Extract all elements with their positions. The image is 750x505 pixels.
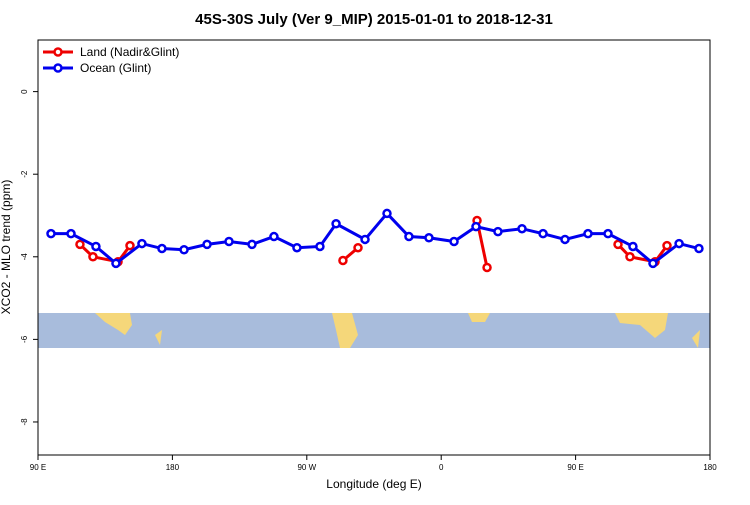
- point: [125, 240, 135, 251]
- point: [247, 239, 257, 250]
- point: [224, 236, 234, 247]
- point: [202, 239, 212, 250]
- point: [66, 228, 76, 239]
- point: [292, 242, 302, 253]
- point: [137, 238, 147, 249]
- point: [517, 223, 527, 234]
- series-line: [78, 220, 669, 268]
- x-tick-label: 0: [439, 463, 444, 472]
- point: [353, 242, 363, 253]
- point: [360, 234, 370, 245]
- chart-title: 45S-30S July (Ver 9_MIP) 2015-01-01 to 2…: [195, 11, 553, 28]
- point: [538, 228, 548, 239]
- point: [91, 241, 101, 252]
- point: [648, 258, 658, 269]
- point: [75, 239, 85, 250]
- point: [674, 238, 684, 249]
- point: [338, 255, 348, 266]
- point: [46, 228, 56, 239]
- point: [560, 234, 570, 245]
- x-tick-label: 90 W: [297, 463, 316, 472]
- point: [382, 208, 392, 219]
- point: [157, 243, 167, 254]
- x-axis-label: Longitude (deg E): [326, 477, 421, 491]
- point: [449, 236, 459, 247]
- x-tick-label: 90 E: [567, 463, 583, 472]
- point: [662, 240, 672, 251]
- map-strip: [38, 313, 710, 348]
- x-tick-label: 180: [703, 463, 717, 472]
- x-tick-label: 90 E: [30, 463, 46, 472]
- legend-marker: [53, 47, 63, 57]
- point: [603, 228, 613, 239]
- legend-label: Land (Nadir&Glint): [80, 45, 179, 59]
- point: [613, 239, 623, 250]
- point: [111, 258, 121, 269]
- point: [482, 262, 492, 273]
- point: [628, 241, 638, 252]
- point: [331, 219, 341, 229]
- y-tick-label: -6: [20, 335, 29, 343]
- point: [583, 228, 593, 239]
- legend-marker: [53, 63, 63, 73]
- point: [269, 231, 279, 242]
- point: [179, 245, 189, 255]
- point: [315, 241, 325, 252]
- y-tick-label: -2: [20, 170, 29, 178]
- point: [404, 231, 414, 242]
- point: [625, 252, 635, 262]
- point: [694, 243, 704, 254]
- y-tick-label: -8: [20, 418, 29, 426]
- point: [424, 233, 434, 243]
- y-tick-label: 0: [20, 89, 29, 94]
- series-line: [50, 211, 700, 266]
- point: [493, 226, 503, 237]
- legend-label: Ocean (Glint): [80, 61, 151, 75]
- x-tick-label: 180: [166, 463, 180, 472]
- point: [88, 252, 98, 262]
- point: [471, 221, 481, 232]
- y-tick-label: -4: [20, 253, 29, 261]
- y-axis-label: XCO2 - MLO trend (ppm): [0, 180, 13, 315]
- plot-frame: [37, 39, 711, 456]
